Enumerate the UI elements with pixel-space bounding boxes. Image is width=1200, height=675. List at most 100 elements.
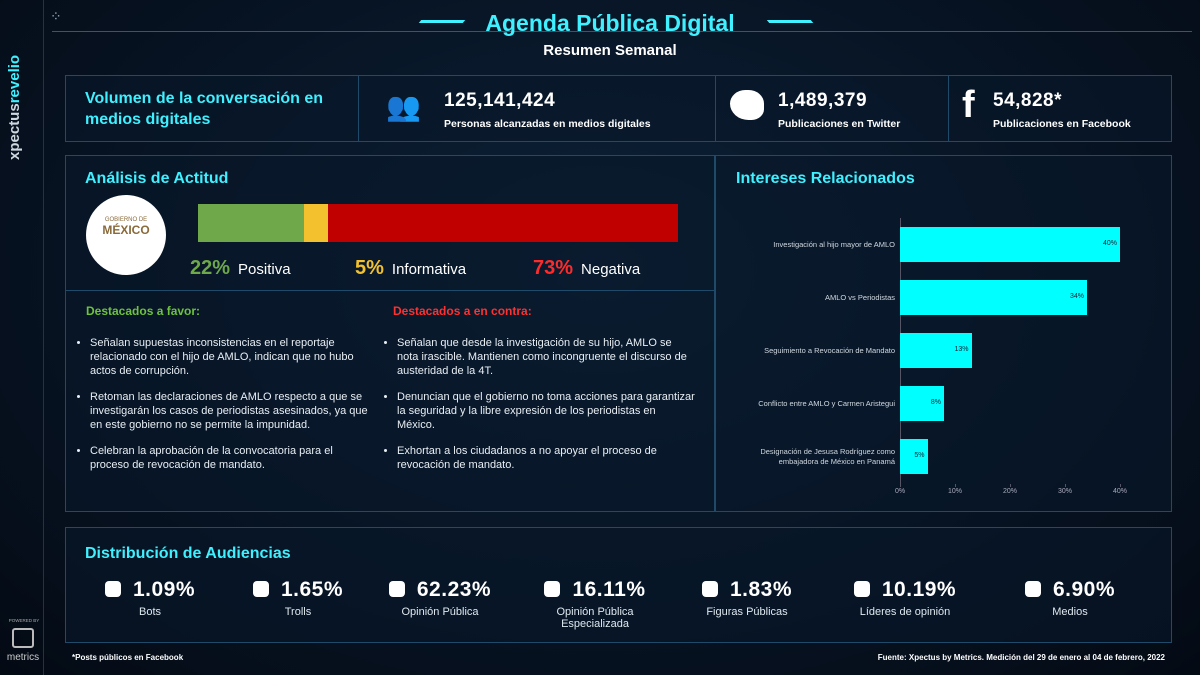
audience-value: 10.19%	[881, 578, 957, 601]
attitude-name: Negativa	[581, 261, 641, 278]
audience-value-row: 1.65%	[238, 578, 358, 602]
audience-item: 1.65% Trolls	[238, 578, 358, 618]
logo-text: GOBIERNO DE	[104, 217, 148, 223]
x-tick-label: 10%	[947, 488, 962, 495]
logo: GOBIERNO DE MÉXICO	[86, 195, 166, 275]
attitude-name: Informativa	[391, 261, 467, 278]
audience-label: Figuras Públicas	[706, 606, 788, 618]
twitter-icon	[730, 90, 764, 120]
audience-item: 62.23% Opinión Pública	[380, 578, 500, 618]
bullet-item: Retoman las declaraciones de AMLO respec…	[90, 390, 368, 432]
audience-value: 1.65%	[280, 578, 344, 601]
audience-label: Bots	[138, 606, 161, 618]
stat: 125,141,424 Personas alcanzadas en medios…	[444, 90, 651, 130]
bar	[900, 386, 944, 421]
brand-part: xpectus	[6, 103, 23, 160]
cat: Conflicto entre AMLO y Carmen Aristegui	[758, 398, 895, 408]
volume-title: Volumen de la conversación en medios dig…	[85, 90, 323, 128]
audience-item: 6.90% Medios	[1010, 578, 1130, 618]
facebook-icon: f	[962, 84, 975, 126]
stat: 1,489,379 Publicaciones en Twitter	[778, 90, 900, 130]
contra-title: Destacados a en contra:	[393, 304, 532, 318]
audience-label: Trolls	[284, 606, 312, 618]
divider	[948, 75, 949, 142]
stat-label: Personas alcanzadas en medios digitales	[444, 118, 651, 130]
bullet-item: Celebran la aprobación de la convocatori…	[90, 444, 368, 472]
x-tick	[1010, 484, 1011, 487]
audience-item: 16.11% Opinión Pública Especializada	[535, 578, 655, 630]
bar	[900, 439, 928, 474]
audience-icon	[1024, 581, 1041, 597]
cat: AMLO vs Periodistas	[824, 292, 895, 302]
bar	[900, 280, 1087, 315]
audience-value: 1.09%	[132, 578, 196, 601]
value-label: 5%	[914, 451, 925, 459]
divider	[715, 75, 716, 142]
attitude-label: 5% Informativa	[355, 257, 466, 280]
attitude-name: Positiva	[238, 261, 291, 278]
attitude-percent: 22%	[190, 257, 231, 279]
powered-label: POWERED BY	[8, 618, 40, 623]
bullet-item: Denuncian que el gobierno no toma accion…	[397, 390, 695, 432]
audience-value-row: 62.23%	[380, 578, 500, 602]
source: Fuente: Xpectus by Metrics. Medición del…	[877, 653, 1165, 662]
bar	[900, 227, 1120, 262]
audience-value-row: 6.90%	[1010, 578, 1130, 602]
stat-label: Publicaciones en Twitter	[778, 118, 901, 130]
bar	[900, 333, 972, 368]
audience-value: 6.90%	[1052, 578, 1116, 601]
attitude-segment	[303, 204, 328, 242]
attitude-percent: 5%	[355, 257, 384, 279]
volume-panel	[65, 75, 1172, 142]
audience-value: 62.23%	[416, 578, 492, 601]
attitude-percent: 73%	[533, 257, 574, 279]
cat: Investigación al hijo mayor de AMLO	[773, 239, 895, 249]
sidebar	[0, 0, 44, 675]
x-tick-label: 30%	[1057, 488, 1072, 495]
attitude-legend: 22% Positiva 5% Informativa 73% Negativa	[190, 257, 690, 281]
attitude-bar	[198, 204, 678, 242]
x-tick-label: 0%	[894, 488, 906, 495]
audience-value-row: 1.09%	[90, 578, 210, 602]
value-label: 34%	[1069, 292, 1084, 300]
attitude-label: 73% Negativa	[533, 257, 640, 280]
subtitle: Resumen Semanal	[543, 42, 677, 59]
audience-value-row: 10.19%	[845, 578, 965, 602]
audience-icon	[388, 581, 405, 597]
audience-value-row: 16.11%	[535, 578, 655, 602]
interests-title: Intereses Relacionados	[736, 170, 915, 187]
audience-item: 1.83% Figuras Públicas	[687, 578, 807, 618]
header-rule	[52, 31, 1192, 32]
brand-part: revelio	[6, 54, 23, 104]
audience-icon	[252, 581, 269, 597]
x-tick-label: 20%	[1002, 488, 1017, 495]
people-icon: 👥	[386, 91, 421, 122]
cat: Seguimiento a Revocación de Mandato	[764, 345, 895, 355]
logo-text: MÉXICO	[102, 223, 150, 237]
x-tick	[1120, 484, 1121, 487]
bullet-item: Señalan que desde la investigación de su…	[397, 336, 695, 378]
attitude-title: Análisis de Actitud	[85, 170, 229, 187]
attitude-segment	[327, 204, 678, 242]
audience-item: 1.09% Bots	[90, 578, 210, 618]
cat: Designación de Jesusa Rodríguez como emb…	[760, 446, 895, 466]
audience-icon	[544, 581, 561, 597]
bullet-item: Señalan supuestas inconsistencias en el …	[90, 336, 368, 378]
divider	[65, 290, 715, 291]
audience-value-row: 1.83%	[687, 578, 807, 602]
title: Agenda Pública Digital	[485, 10, 735, 36]
x-tick	[955, 484, 956, 487]
stat-label: Publicaciones en Facebook	[993, 118, 1131, 130]
audience-panel	[65, 527, 1172, 643]
brand: xpectusrevelio	[6, 55, 23, 160]
attitude-label: 22% Positiva	[190, 257, 291, 280]
audience-icon	[853, 581, 870, 597]
audience-icon	[701, 581, 718, 597]
stat-value: 125,141,424	[444, 90, 556, 111]
audience-title: Distribución de Audiencias	[85, 545, 291, 562]
value-label: 40%	[1102, 239, 1117, 247]
audience-value: 1.83%	[729, 578, 793, 601]
audience-item: 10.19% Líderes de opinión	[845, 578, 965, 618]
metrics-name: metrics	[6, 652, 40, 663]
